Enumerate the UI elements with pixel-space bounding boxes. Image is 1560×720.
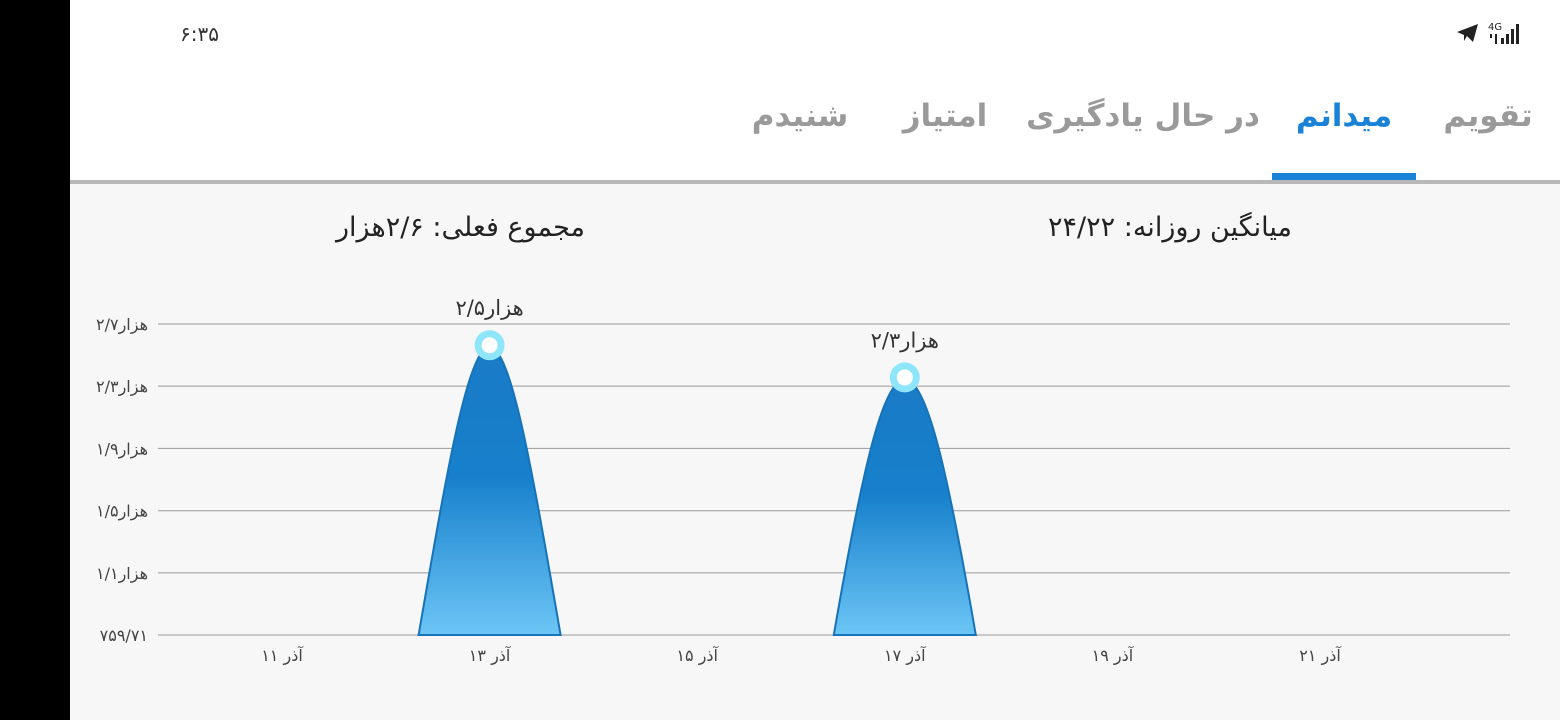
- tab-bar: تقویم میدانم در حال یادگیری امتیاز شنیدم: [70, 70, 1560, 184]
- words-known-chart: ۷۵۹/۷۱ ۱/۱هزار ۱/۵هزار ۱/۹هزار ۲/۳هزار ۲/۷هزا…: [96, 296, 1510, 666]
- status-icons: 4G: [1456, 20, 1522, 50]
- y-tick-label: ۱/۵هزار: [96, 502, 148, 522]
- active-tab-indicator: [1272, 173, 1416, 180]
- y-tick-label: ۱/۹هزار: [96, 439, 148, 459]
- data-labels: ۲/۵هزار ۲/۳هزار: [455, 296, 938, 352]
- area-peak: [417, 344, 562, 636]
- data-value-label: ۲/۳هزار: [871, 328, 939, 352]
- chart-panel: میانگین روزانه: ۲۴/۲۲ مجموع فعلی: ۲/۶هزا…: [70, 184, 1560, 720]
- data-value-label: ۲/۵هزار: [455, 296, 523, 320]
- telegram-icon: [1456, 23, 1480, 47]
- tab-i-know[interactable]: میدانم: [1295, 98, 1393, 134]
- x-tick-label: ۲۱ آذر: [1299, 646, 1342, 666]
- signal-icon: 4G: [1486, 20, 1522, 50]
- y-tick-label: ۲/۳هزار: [96, 377, 148, 397]
- x-tick-label: ۱۱ آذر: [261, 646, 304, 666]
- tab-learning[interactable]: در حال یادگیری: [1026, 98, 1260, 134]
- x-tick-label: ۱۵ آذر: [676, 646, 719, 666]
- chart-areas: [417, 344, 977, 636]
- area-peak: [832, 376, 977, 636]
- chart-grid: [158, 323, 1510, 636]
- daily-average-stat: میانگین روزانه: ۲۴/۲۲: [1048, 212, 1292, 243]
- tab-score[interactable]: امتیاز: [902, 98, 988, 134]
- x-axis-labels: ۱۱ آذر ۱۳ آذر ۱۵ آذر ۱۷ آذر ۱۹ آذر ۲۱ آذر: [261, 646, 1342, 666]
- y-axis-labels: ۷۵۹/۷۱ ۱/۱هزار ۱/۵هزار ۱/۹هزار ۲/۳هزار ۲/۷هزا…: [96, 315, 148, 645]
- x-tick-label: ۱۳ آذر: [469, 646, 512, 666]
- tab-calendar[interactable]: تقویم: [1443, 98, 1533, 134]
- y-tick-label: ۱/۱هزار: [96, 564, 148, 584]
- data-point-marker-center: [896, 369, 913, 386]
- status-bar: ۶:۳۵ 4G: [70, 0, 1560, 70]
- chart-markers: [474, 330, 920, 393]
- status-clock: ۶:۳۵: [180, 22, 219, 46]
- x-tick-label: ۱۹ آذر: [1092, 646, 1135, 666]
- y-tick-label: ۲/۷هزار: [96, 315, 148, 335]
- x-tick-label: ۱۷ آذر: [884, 646, 927, 666]
- y-tick-label: ۷۵۹/۷۱: [100, 626, 148, 645]
- network-type-label: 4G: [1488, 22, 1502, 33]
- tab-heard[interactable]: شنیدم: [751, 98, 849, 134]
- current-total-stat: مجموع فعلی: ۲/۶هزار: [336, 212, 585, 243]
- data-point-marker-center: [481, 337, 498, 354]
